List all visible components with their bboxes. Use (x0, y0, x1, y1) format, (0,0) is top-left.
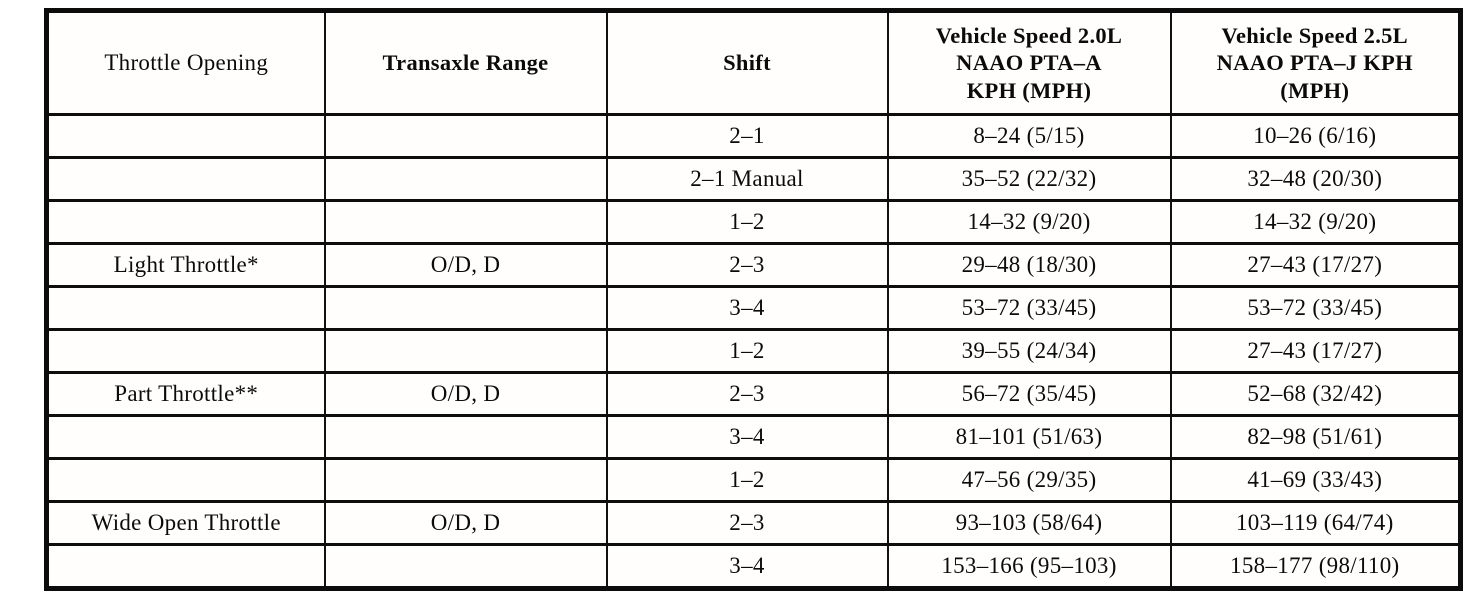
column-header-shift: Shift (605, 9, 889, 116)
cell-throttle-opening (45, 285, 326, 331)
cell-shift: 3–4 (605, 285, 889, 331)
cell-transaxle-range: O/D, D (323, 500, 608, 546)
cell-throttle-opening (45, 457, 326, 503)
cell-shift: 2–3 (605, 242, 889, 288)
cell-transaxle-range (323, 543, 608, 590)
cell-throttle-opening: Part Throttle** (45, 371, 326, 417)
cell-throttle-opening (45, 113, 326, 159)
column-header-transaxle-range: Transaxle Range (323, 9, 608, 116)
table-row: Wide Open Throttle O/D, D 2–3 93–103 (58/64… (45, 500, 1462, 546)
cell-speed-2-0l: 93–103 (58/64) (886, 500, 1172, 546)
cell-throttle-opening (45, 328, 326, 374)
cell-speed-2-0l: 53–72 (33/45) (886, 285, 1172, 331)
cell-transaxle-range (323, 113, 608, 159)
cell-shift: 3–4 (605, 543, 889, 590)
cell-transaxle-range (323, 199, 608, 245)
cell-shift: 1–2 (605, 328, 889, 374)
cell-shift: 1–2 (605, 457, 889, 503)
shift-speed-table: Throttle Opening Transaxle Range Shift V… (44, 8, 1463, 591)
cell-speed-2-5l: 27–43 (17/27) (1169, 242, 1462, 288)
column-header-throttle-opening: Throttle Opening (45, 9, 326, 116)
cell-speed-2-0l: 153–166 (95–103) (886, 543, 1172, 590)
cell-speed-2-0l: 8–24 (5/15) (886, 113, 1172, 159)
cell-speed-2-0l: 81–101 (51/63) (886, 414, 1172, 460)
table-row: Part Throttle** O/D, D 2–3 56–72 (35/45) 52–… (45, 371, 1462, 417)
column-header-vehicle-speed-2-5l: Vehicle Speed 2.5L NAAO PTA–J KPH (MPH) (1169, 9, 1462, 116)
cell-shift: 3–4 (605, 414, 889, 460)
cell-shift: 2–1 (605, 113, 889, 159)
table-body: 2–1 8–24 (5/15) 10–26 (6/16) 2–1 Manual 35–5… (45, 113, 1462, 590)
cell-transaxle-range: O/D, D (323, 371, 608, 417)
cell-transaxle-range (323, 414, 608, 460)
header-row: Throttle Opening Transaxle Range Shift V… (45, 9, 1462, 116)
cell-speed-2-5l: 52–68 (32/42) (1169, 371, 1462, 417)
cell-shift: 2–1 Manual (605, 156, 889, 202)
table-row: 3–4 53–72 (33/45) 53–72 (33/45) (45, 285, 1462, 331)
cell-speed-2-0l: 56–72 (35/45) (886, 371, 1172, 417)
table-row: 2–1 Manual 35–52 (22/32) 32–48 (20/30) (45, 156, 1462, 202)
cell-transaxle-range (323, 156, 608, 202)
cell-transaxle-range: O/D, D (323, 242, 608, 288)
table-row: 1–2 47–56 (29/35) 41–69 (33/43) (45, 457, 1462, 503)
table-row: 3–4 81–101 (51/63) 82–98 (51/61) (45, 414, 1462, 460)
cell-shift: 2–3 (605, 500, 889, 546)
cell-transaxle-range (323, 285, 608, 331)
cell-speed-2-0l: 14–32 (9/20) (886, 199, 1172, 245)
cell-throttle-opening: Light Throttle* (45, 242, 326, 288)
cell-speed-2-0l: 39–55 (24/34) (886, 328, 1172, 374)
cell-speed-2-5l: 103–119 (64/74) (1169, 500, 1462, 546)
cell-transaxle-range (323, 457, 608, 503)
cell-speed-2-0l: 29–48 (18/30) (886, 242, 1172, 288)
cell-shift: 1–2 (605, 199, 889, 245)
cell-throttle-opening: Wide Open Throttle (45, 500, 326, 546)
cell-speed-2-5l: 32–48 (20/30) (1169, 156, 1462, 202)
column-header-vehicle-speed-2-0l: Vehicle Speed 2.0L NAAO PTA–A KPH (MPH) (886, 9, 1172, 116)
cell-speed-2-5l: 14–32 (9/20) (1169, 199, 1462, 245)
cell-throttle-opening (45, 543, 326, 590)
table-row: 1–2 14–32 (9/20) 14–32 (9/20) (45, 199, 1462, 245)
cell-speed-2-5l: 82–98 (51/61) (1169, 414, 1462, 460)
table-row: 3–4 153–166 (95–103) 158–177 (98/110) (45, 543, 1462, 590)
cell-speed-2-5l: 41–69 (33/43) (1169, 457, 1462, 503)
table-row: Light Throttle* O/D, D 2–3 29–48 (18/30) 27–… (45, 242, 1462, 288)
cell-transaxle-range (323, 328, 608, 374)
cell-speed-2-5l: 158–177 (98/110) (1169, 543, 1462, 590)
cell-throttle-opening (45, 414, 326, 460)
cell-speed-2-0l: 47–56 (29/35) (886, 457, 1172, 503)
table-row: 1–2 39–55 (24/34) 27–43 (17/27) (45, 328, 1462, 374)
cell-throttle-opening (45, 199, 326, 245)
table-header: Throttle Opening Transaxle Range Shift V… (45, 9, 1462, 116)
cell-speed-2-5l: 27–43 (17/27) (1169, 328, 1462, 374)
cell-throttle-opening (45, 156, 326, 202)
cell-speed-2-5l: 10–26 (6/16) (1169, 113, 1462, 159)
cell-shift: 2–3 (605, 371, 889, 417)
cell-speed-2-0l: 35–52 (22/32) (886, 156, 1172, 202)
cell-speed-2-5l: 53–72 (33/45) (1169, 285, 1462, 331)
table-row: 2–1 8–24 (5/15) 10–26 (6/16) (45, 113, 1462, 159)
